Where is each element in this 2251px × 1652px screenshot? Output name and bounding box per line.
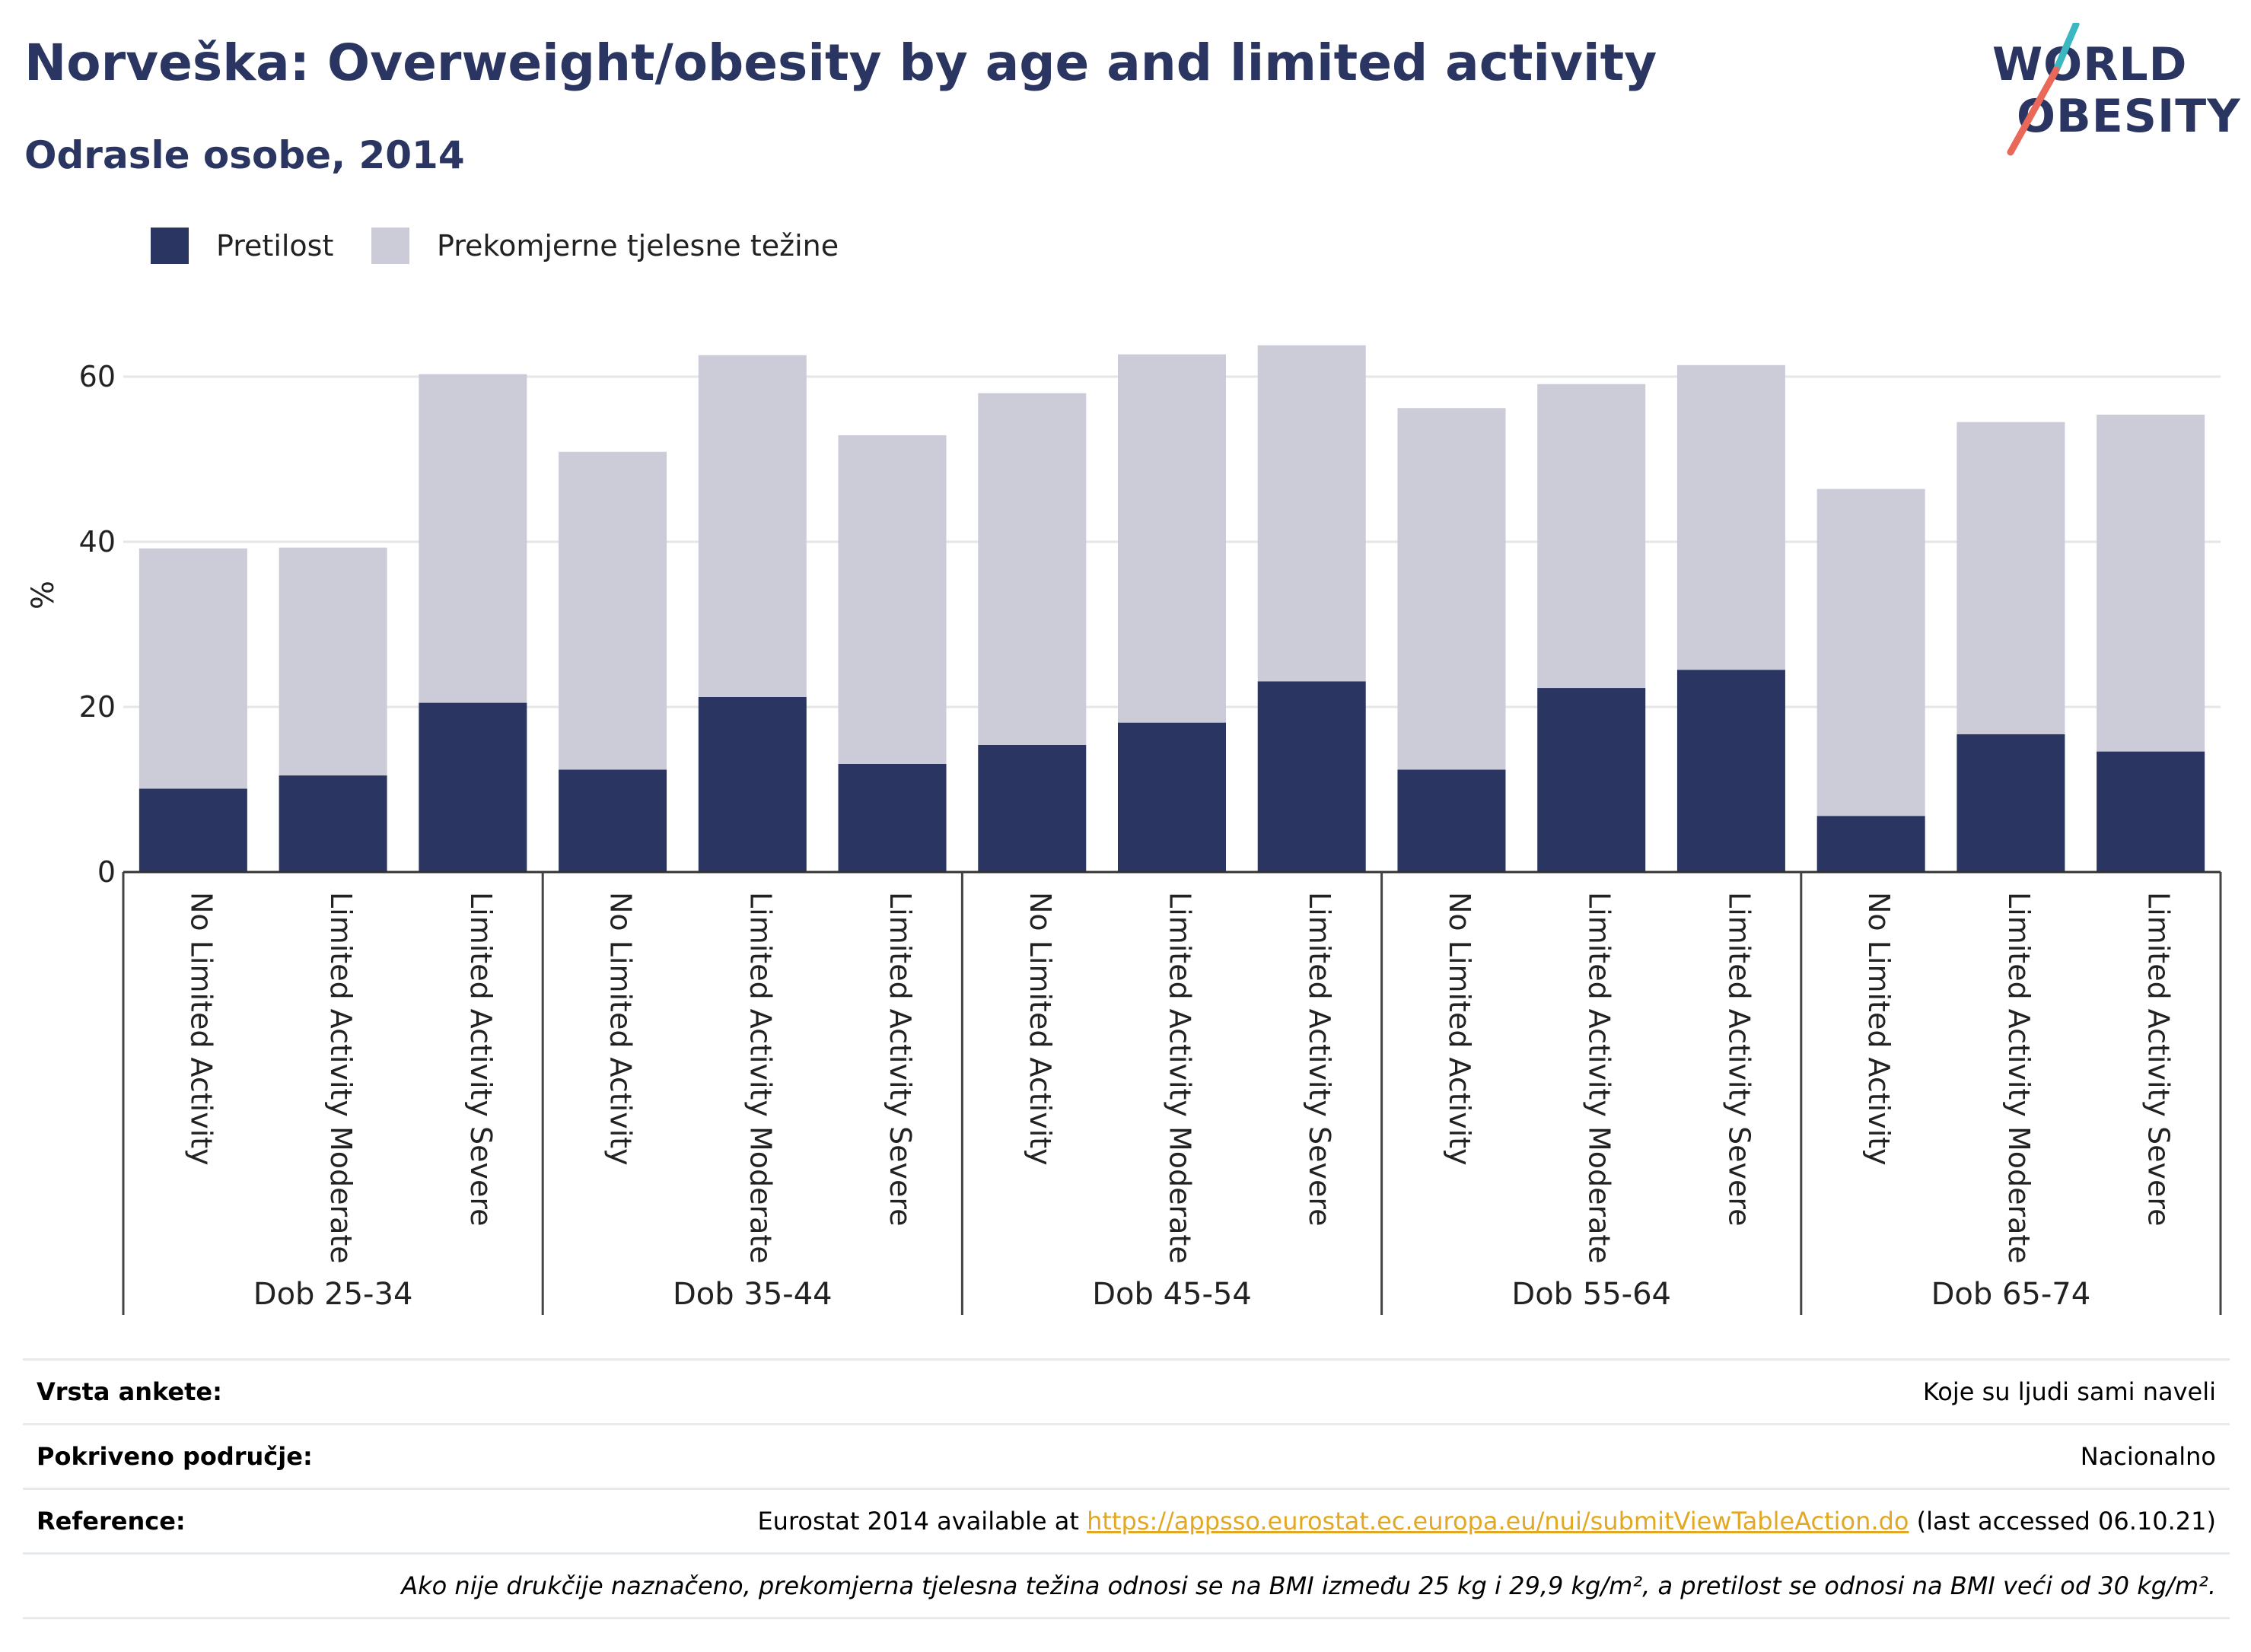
reference-prefix: Eurostat 2014 available at [757,1507,1087,1536]
reference-value: Eurostat 2014 available at https://appss… [757,1507,2230,1536]
y-axis-label: % [26,581,61,610]
bar-obesity [1676,670,1785,872]
chart-title: Norveška: Overweight/obesity by age and … [24,33,1657,92]
stacked-bar-chart: 0 20 40 60% No Limited Activity Limited Activ… [26,345,2222,1315]
x-group-label: Dob 35-44 [673,1277,833,1312]
definition-note: Ako nije drukčije naznačeno, prekomjerna… [401,1571,2216,1600]
reference-row: Reference: Eurostat 2014 available at ht… [23,1488,2230,1552]
bar-obesity [559,769,667,872]
x-category-label: No Limited Activity [1024,892,1057,1166]
bar-obesity [1118,722,1226,872]
world-obesity-logo: WORLD OBESITY [1986,23,2240,160]
legend-swatch-overweight [371,228,409,264]
legend-label-overweight: Prekomjerne tjelesne težine [437,229,839,263]
x-category-label: Limited Activity Moderate [1164,892,1197,1264]
bar-overweight [1676,364,1785,670]
logo-slash-icon [2007,23,2080,156]
bar-obesity [419,702,527,872]
x-group-label: Dob 65-74 [1931,1277,2091,1312]
legend-swatch-obesity [151,228,189,264]
x-category-label: Limited Activity Moderate [743,892,777,1264]
bar-overweight [978,393,1087,745]
x-group-label: Dob 45-54 [1092,1277,1252,1312]
legend-item-overweight: Prekomjerne tjelesne težine [371,224,839,267]
bar-obesity [138,788,247,872]
legend-label-obesity: Pretilost [216,229,334,263]
bar-overweight [1816,489,1925,816]
note-row: Ako nije drukčije naznačeno, prekomjerna… [23,1552,2230,1619]
bar-overweight [279,547,387,776]
survey-value: Koje su ljudi sami naveli [1922,1377,2216,1406]
chart-subtitle: Odrasle osobe, 2014 [24,133,465,177]
bar-obesity [698,696,807,872]
bar-obesity [838,763,947,872]
logo-word-world: WORLD [1992,38,2188,91]
bar-overweight [1956,422,2065,734]
x-group-label: Dob 55-64 [1511,1277,1671,1312]
y-tick-label: 40 [79,525,116,559]
bar-overweight [2097,414,2205,752]
bar-overweight [1397,408,1506,770]
bar-obesity [1257,681,1366,872]
x-category-label: Limited Activity Moderate [324,892,358,1264]
bar-obesity [1956,734,2065,872]
x-category-label: No Limited Activity [1862,892,1896,1166]
bar-obesity [279,775,387,872]
area-label: Pokriveno područje: [37,1442,313,1471]
x-group-label: Dob 25-34 [253,1277,413,1312]
info-table: Vrsta ankete: Koje su ljudi sami naveli … [23,1358,2230,1619]
bar-obesity [1397,769,1506,872]
x-category-label: Limited Activity Severe [1722,892,1756,1227]
bar-overweight [1537,384,1646,689]
bar-overweight [1257,345,1366,682]
bar-obesity [1816,816,1925,872]
survey-row: Vrsta ankete: Koje su ljudi sami naveli [23,1358,2230,1423]
x-category-label: Limited Activity Severe [464,892,498,1227]
x-category-label: No Limited Activity [1443,892,1476,1166]
bar-overweight [838,435,947,764]
bar-overweight [419,374,527,703]
reference-label: Reference: [37,1507,186,1536]
area-value: Nacionalno [2080,1442,2216,1471]
x-category-label: Limited Activity Severe [2142,892,2176,1227]
bar-overweight [559,451,667,770]
area-row: Pokriveno područje: Nacionalno [23,1423,2230,1488]
x-category-label: No Limited Activity [184,892,218,1166]
y-tick-label: 60 [79,360,116,393]
bar-overweight [1118,354,1226,723]
x-category-label: Limited Activity Severe [884,892,917,1227]
reference-link[interactable]: https://appsso.eurostat.ec.europa.eu/nui… [1087,1507,1909,1536]
survey-label: Vrsta ankete: [37,1377,222,1406]
bar-obesity [978,744,1087,872]
bar-obesity [2097,751,2205,872]
bar-overweight [138,548,247,789]
y-tick-label: 0 [97,855,116,889]
reference-suffix: (last accessed 06.10.21) [1909,1507,2216,1536]
legend-item-obesity: Pretilost [151,224,333,267]
y-tick-label: 20 [79,690,116,724]
logo-word-obesity: OBESITY [2017,90,2241,143]
x-category-label: Limited Activity Severe [1303,892,1336,1227]
x-category-label: No Limited Activity [604,892,638,1166]
x-category-label: Limited Activity Moderate [2002,892,2036,1264]
bar-obesity [1537,688,1646,872]
x-category-label: Limited Activity Moderate [1583,892,1616,1264]
bar-overweight [698,355,807,697]
